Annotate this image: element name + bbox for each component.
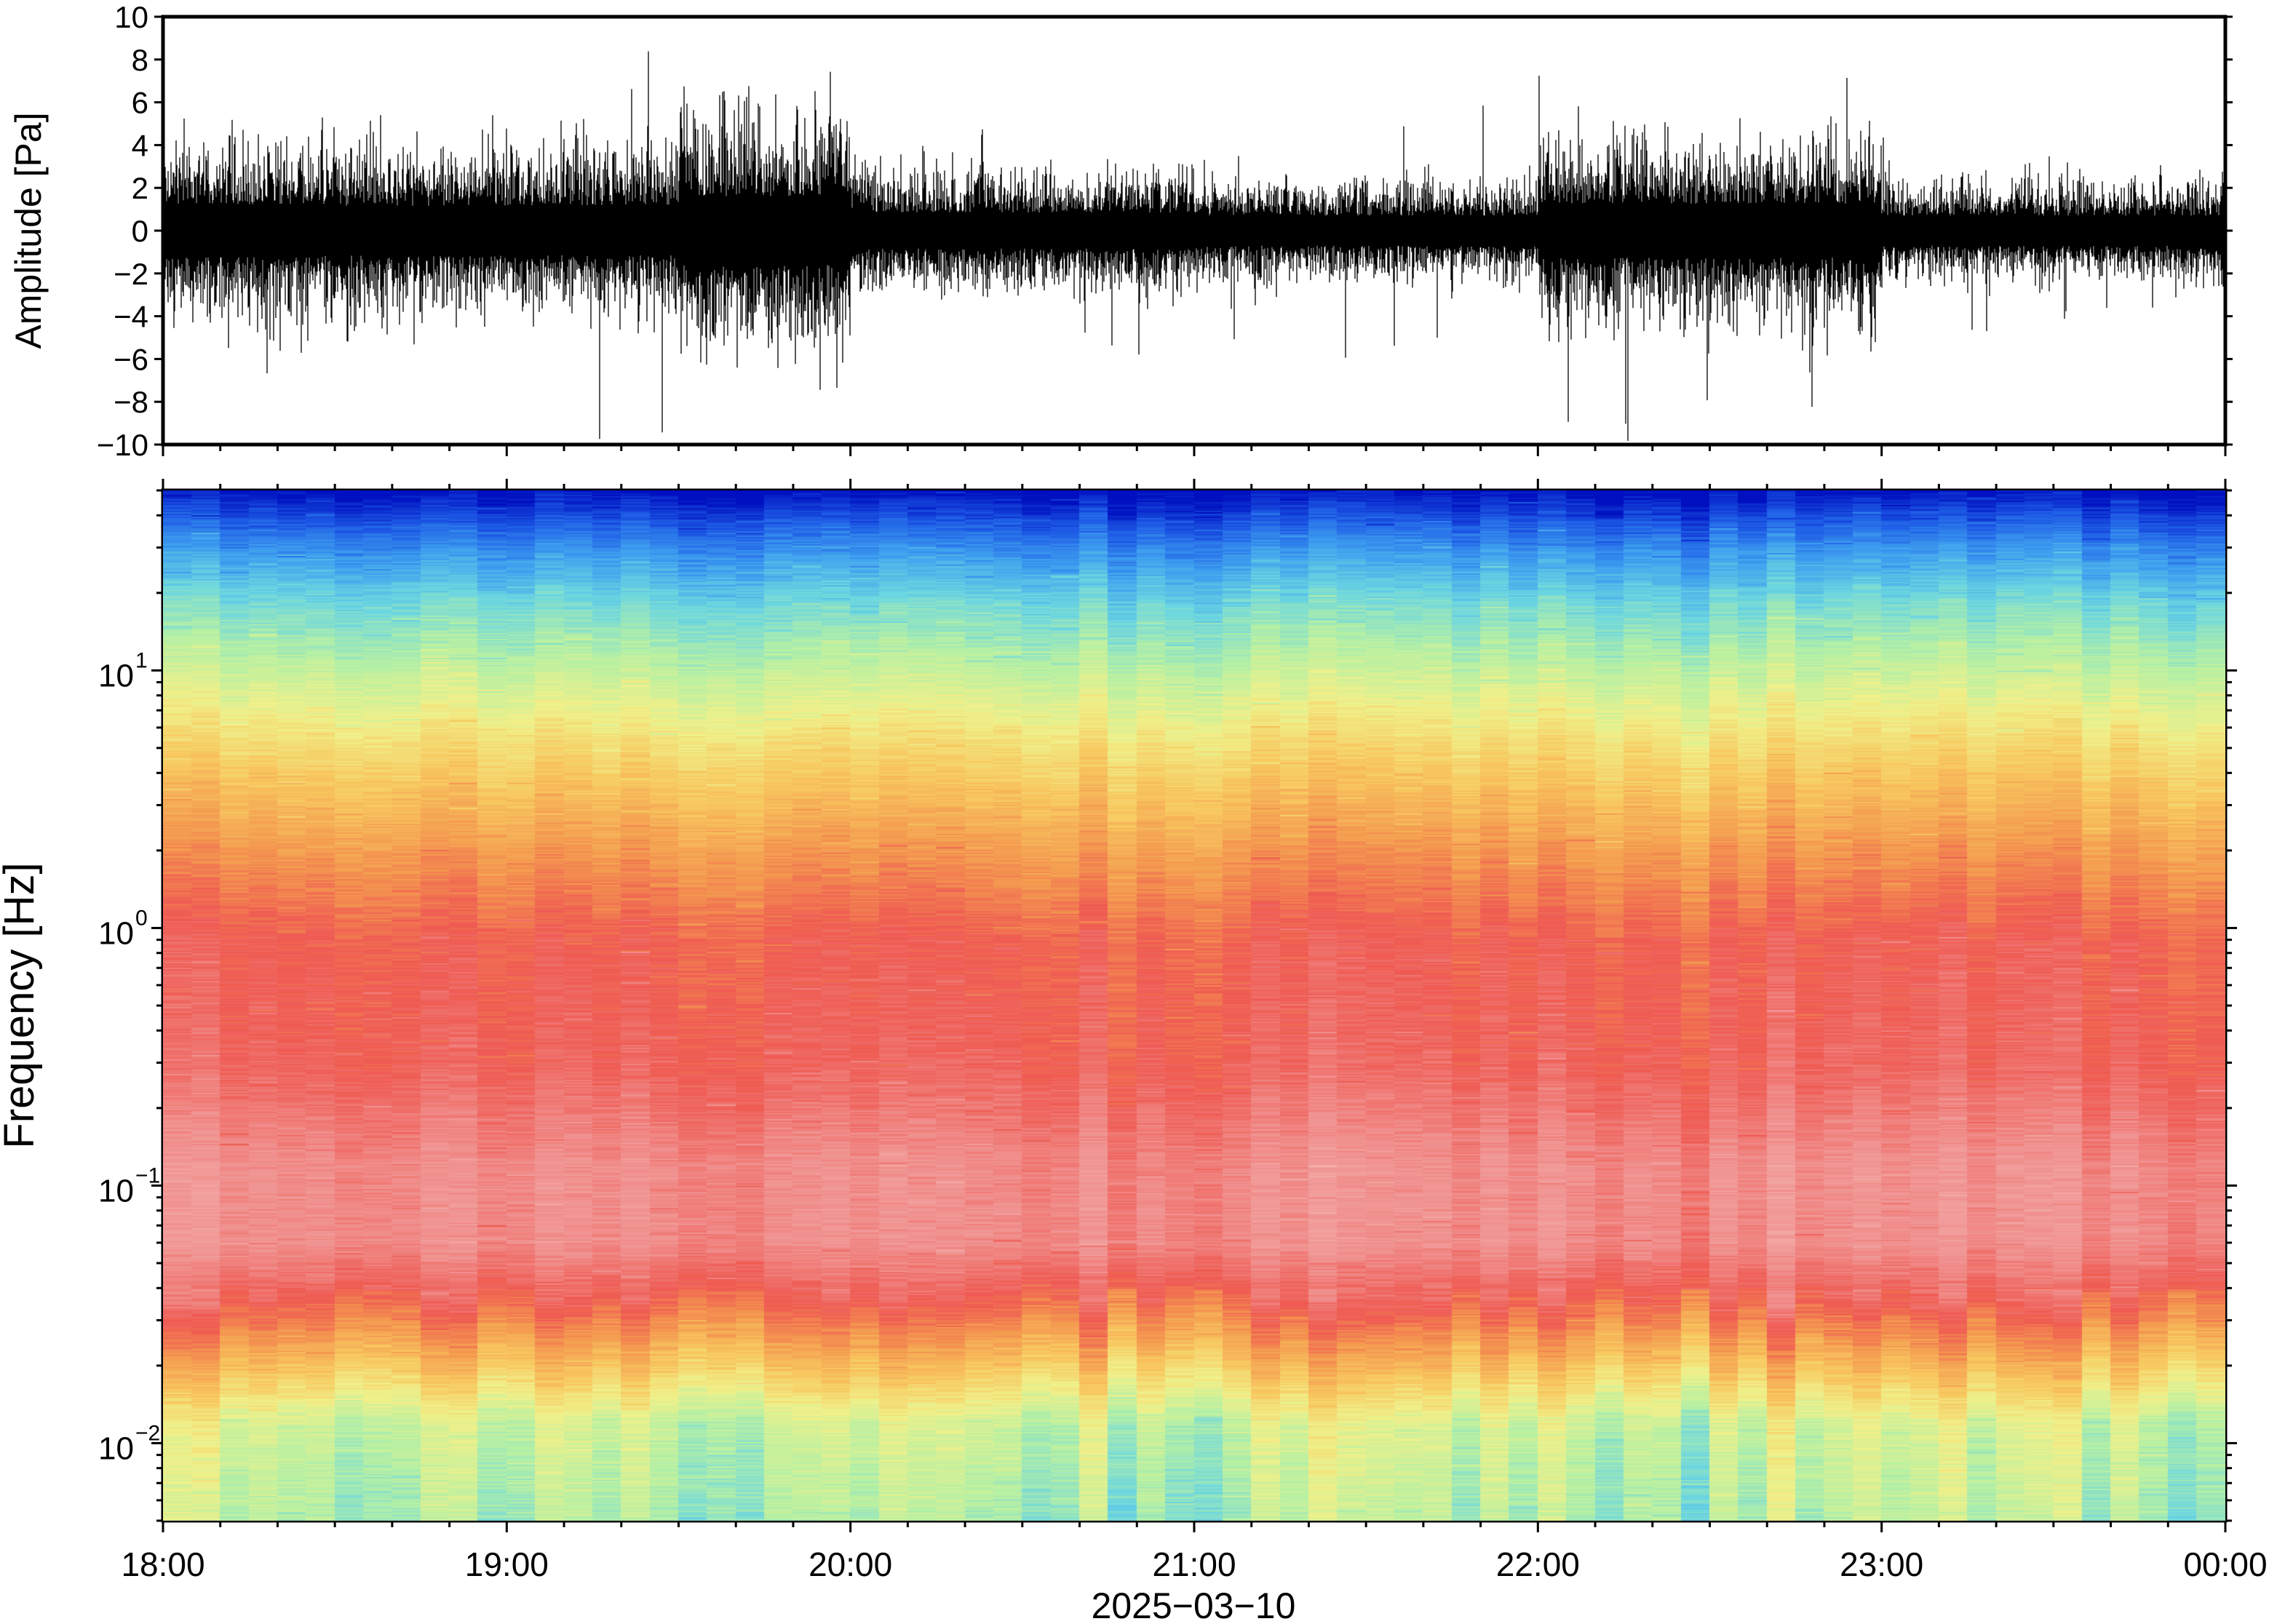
time-tick-label: 20:00 <box>808 1545 892 1583</box>
amplitude-axis-label: Amplitude [Pa] <box>8 112 49 349</box>
frequency-tick-label: 10 <box>98 1173 134 1209</box>
amplitude-tick-label: −10 <box>97 428 148 462</box>
time-tick-label: 22:00 <box>1496 1545 1580 1583</box>
time-x-axis: 18:00 19:00 20:00 21:00 22:00 23:00 00:00 <box>121 479 2268 1583</box>
time-axis-label: 2025−03−10 <box>1092 1585 1296 1624</box>
time-tick-label: 23:00 <box>1840 1545 1923 1583</box>
frequency-tick-exponent: −2 <box>135 1421 160 1445</box>
amplitude-tick-label: −8 <box>114 385 148 419</box>
amplitude-tick-label: 2 <box>132 171 148 205</box>
frequency-tick-exponent: 1 <box>135 648 148 672</box>
amplitude-tick-label: −2 <box>114 257 148 291</box>
frequency-tick-label: 10 <box>98 1430 134 1466</box>
time-tick-label: 21:00 <box>1152 1545 1236 1583</box>
frequency-tick-label: 10 <box>98 915 134 951</box>
time-tick-label: 19:00 <box>465 1545 549 1583</box>
waveform-path <box>164 51 2224 441</box>
time-tick-label: 00:00 <box>2183 1545 2267 1583</box>
amplitude-waveform <box>164 51 2224 441</box>
spectrogram-heatmap <box>163 490 2225 1521</box>
frequency-tick-exponent: −1 <box>135 1163 160 1187</box>
amplitude-y-axis: 10 8 6 4 2 0 −2 −4 −6 −8 −10 <box>97 0 2233 462</box>
amplitude-x-ticks <box>162 445 2227 456</box>
amplitude-tick-label: 10 <box>114 0 148 34</box>
amplitude-panel: 10 8 6 4 2 0 −2 −4 −6 −8 −10 Amplitude [Pa] <box>8 0 2233 462</box>
amplitude-tick-label: 8 <box>132 43 148 77</box>
amplitude-tick-label: 4 <box>132 128 148 162</box>
frequency-tick-exponent: 0 <box>135 906 148 930</box>
amplitude-tick-label: −6 <box>114 342 148 376</box>
time-tick-label: 18:00 <box>121 1545 204 1583</box>
amplitude-tick-label: 6 <box>132 86 148 120</box>
amplitude-tick-label: 0 <box>132 214 148 248</box>
frequency-tick-label: 10 <box>98 658 134 693</box>
frequency-axis-label: Frequency [Hz] <box>0 862 43 1148</box>
amplitude-tick-label: −4 <box>114 300 148 334</box>
